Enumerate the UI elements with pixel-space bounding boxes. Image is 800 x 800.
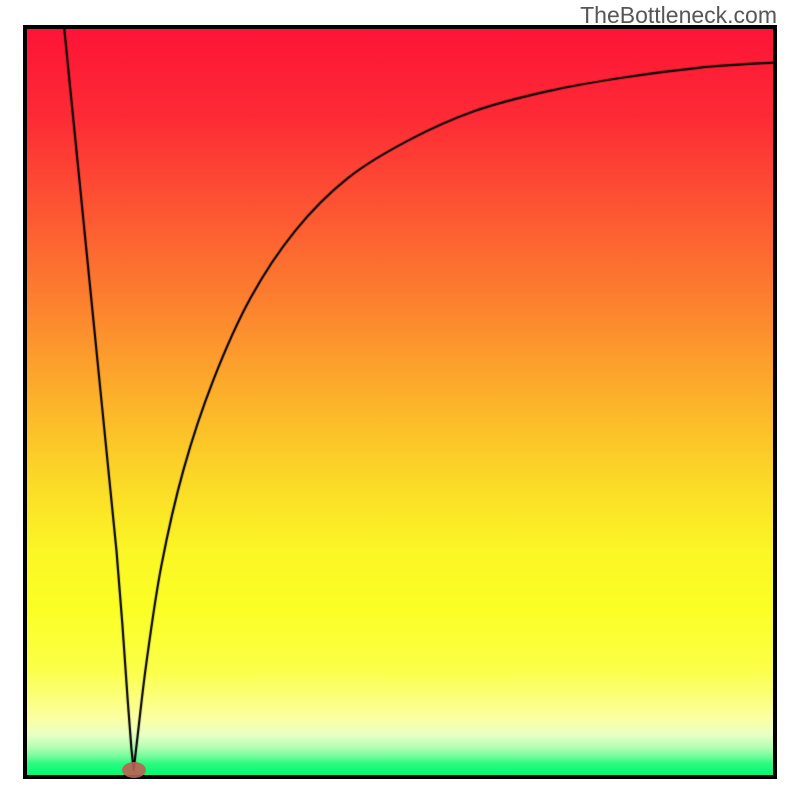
plot-area: [27, 29, 773, 775]
cusp-marker: [122, 762, 146, 778]
chart-frame: [23, 25, 777, 779]
watermark-text: TheBottleneck.com: [580, 2, 777, 29]
bottleneck-curve: [27, 29, 773, 775]
